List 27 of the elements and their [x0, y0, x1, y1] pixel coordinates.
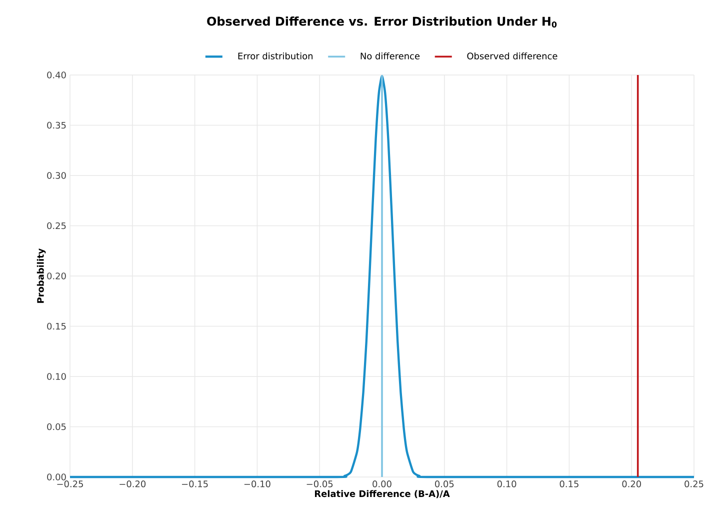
- x-tick-label: 0.05: [435, 480, 454, 488]
- y-tick-label: 0.10: [47, 373, 66, 380]
- x-tick-label: 0.25: [684, 480, 704, 488]
- x-tick-label: 0.20: [622, 480, 641, 488]
- y-tick-label: 0.20: [47, 272, 66, 280]
- x-tick-label: −0.25: [57, 480, 83, 488]
- x-axis-title: Relative Difference (B-A)/A: [314, 490, 450, 498]
- x-tick-label: −0.20: [120, 480, 146, 488]
- line-series: [68, 74, 696, 478]
- y-tick-label: 0.25: [47, 222, 66, 230]
- x-tick-label: −0.15: [182, 480, 208, 488]
- y-axis-title: Probability: [36, 248, 46, 303]
- legend-label: Observed difference: [467, 52, 558, 60]
- chart-title: Observed Difference vs. Error Distribution Under H$_{0}$: [207, 16, 557, 28]
- y-tick-label: 0.15: [47, 322, 66, 330]
- x-tick-label: 0.10: [497, 480, 516, 488]
- x-tick-label: 0.00: [372, 480, 392, 488]
- x-tick-label: 0.15: [560, 480, 578, 488]
- y-tick-label: 0.05: [47, 423, 66, 430]
- x-tick-label: −0.05: [306, 480, 333, 488]
- y-tick-label: 0.00: [47, 474, 66, 480]
- legend-label: No difference: [360, 52, 420, 60]
- y-tick-label: 0.40: [47, 72, 66, 78]
- y-tick-label: 0.35: [47, 122, 66, 129]
- y-tick-label: 0.30: [47, 172, 66, 179]
- x-tick-label: −0.10: [244, 480, 270, 488]
- legend-label: Error distribution: [238, 52, 312, 60]
